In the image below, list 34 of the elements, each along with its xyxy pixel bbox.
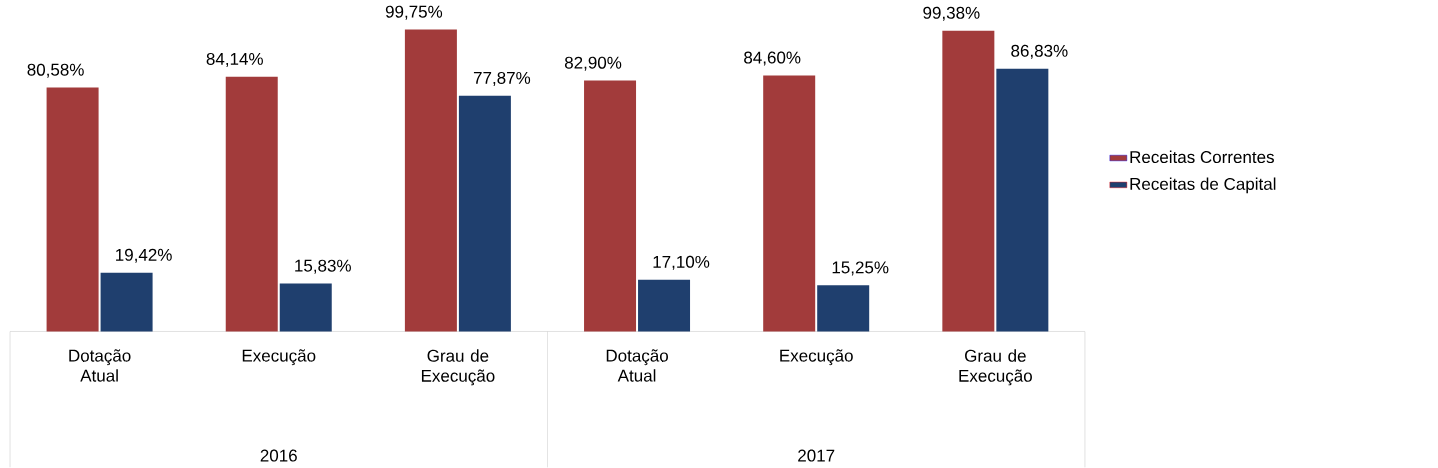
bar <box>638 279 691 332</box>
x-tick-label: Execução <box>780 349 853 366</box>
data-label: 99,75% <box>385 5 443 20</box>
text: 2017 <box>798 449 835 462</box>
data-label: 77,87% <box>473 72 531 87</box>
legend-label: Receitas Correntes <box>1130 150 1274 164</box>
x-tick-label: Dotação Atual <box>606 349 668 382</box>
bar <box>279 283 332 332</box>
data-label: 80,58% <box>27 63 84 78</box>
x-tick-label: Dotação Atual <box>69 349 131 382</box>
data-label: 99,38% <box>923 6 980 22</box>
bar <box>46 87 99 332</box>
bar <box>584 80 637 332</box>
data-label: 84,14% <box>206 53 263 68</box>
legend-label: Receitas de Capital <box>1130 177 1276 194</box>
bar <box>458 95 511 332</box>
bar <box>942 30 995 332</box>
bar <box>404 29 457 332</box>
bar <box>817 285 870 332</box>
data-label: 86,83% <box>1011 44 1068 59</box>
bar <box>996 68 1049 332</box>
x-tick-label: Execução <box>242 349 316 366</box>
data-label: 19,42% <box>116 248 172 263</box>
data-label: 82,90% <box>564 56 622 71</box>
data-label: 84,60% <box>744 51 801 66</box>
x-tick-label: Grau de Execução <box>959 349 1032 386</box>
bar <box>763 75 816 332</box>
text: 2016 <box>260 449 297 462</box>
data-label: 17,10% <box>653 255 710 271</box>
data-label: 15,83% <box>295 259 351 274</box>
x-tick-label: Grau de Execução <box>421 349 495 386</box>
bar <box>100 272 153 332</box>
bar <box>225 76 278 332</box>
data-label: 15,25% <box>832 261 889 276</box>
